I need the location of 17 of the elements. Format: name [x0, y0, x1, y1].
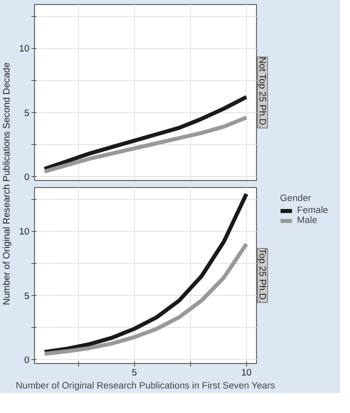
text: Not Top 25 Ph.D.	[258, 56, 268, 128]
line-series	[42, 192, 248, 354]
x-axis-title: Number of Original Research Publications in First Seven Years	[16, 380, 276, 390]
y-tick-label: 0	[24, 172, 30, 182]
line-series	[42, 94, 248, 171]
y-tick-label: 5	[24, 290, 30, 301]
y-axis-title: Number of Original Research Publications Second Decade	[2, 62, 12, 306]
y-tick-label: 0	[24, 355, 30, 366]
text: Top 25 Ph.D.	[258, 248, 268, 302]
legend-label: Female	[297, 205, 328, 215]
legend-label: Male	[297, 215, 318, 225]
legend-title: Gender	[280, 193, 312, 203]
y-tick-label: 10	[19, 226, 30, 237]
y-tick-label: 5	[24, 108, 30, 118]
line-series	[42, 242, 248, 356]
line-series	[42, 116, 248, 174]
y-tick-label: 10	[19, 44, 30, 54]
